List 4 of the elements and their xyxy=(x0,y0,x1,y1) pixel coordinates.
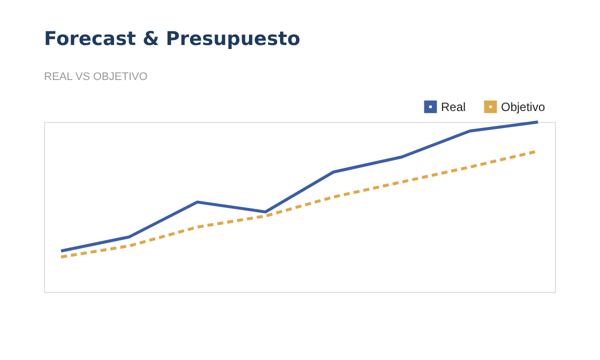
chart-title: Forecast & Presupuesto xyxy=(44,28,300,50)
legend-label: Real xyxy=(441,100,466,114)
chart-subtitle: REAL VS OBJETIVO xyxy=(44,71,148,83)
legend-label: Objetivo xyxy=(501,100,546,114)
